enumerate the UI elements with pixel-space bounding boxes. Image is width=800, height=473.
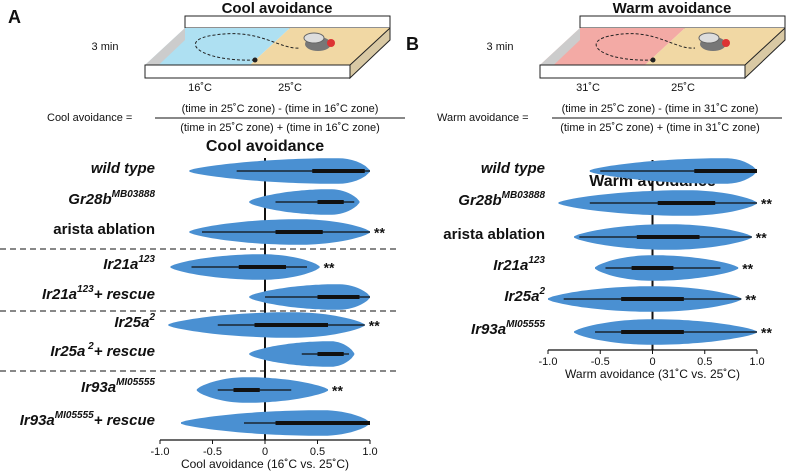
category-label-part: 123 (528, 255, 545, 266)
category-label-part: Ir93a (81, 379, 116, 396)
significance: ** (761, 196, 772, 212)
category-label-part: MI05555 (55, 410, 94, 421)
category-label-part: Ir21a (493, 257, 528, 274)
significance: ** (756, 230, 767, 246)
category-label: Ir21a123 (103, 254, 155, 273)
category-label-part: Ir21a (42, 286, 77, 303)
category-label: arista ablation (443, 226, 545, 243)
x-tick-label: -0.5 (591, 356, 610, 368)
panel-label: B (406, 34, 419, 54)
category-label-part: wild type (481, 160, 545, 177)
x-axis-label: Cool avoidance (16˚C vs. 25˚C) (181, 457, 349, 471)
category-label-part: 123 (138, 254, 155, 265)
significance: ** (369, 318, 380, 334)
category-label: Ir25a2 (114, 312, 155, 331)
formula-denominator: (time in 25˚C zone) + (time in 31˚C zone… (560, 122, 760, 134)
group-separators (0, 248, 400, 372)
zone-label: 31˚C (576, 82, 600, 94)
category-label-part: wild type (91, 160, 155, 177)
category-label-part: Ir93a (471, 321, 506, 338)
category-label-part: 123 (77, 284, 94, 295)
x-axis-label: Warm avoidance (31˚C vs. 25˚C) (565, 367, 740, 381)
duration-label: 3 min (92, 41, 119, 53)
duration-label: 3 min (487, 41, 514, 53)
category-label-part: + rescue (94, 412, 155, 429)
category-label-part: MI05555 (116, 377, 155, 388)
significance: ** (742, 261, 753, 277)
category-label-part: Ir93a (20, 412, 55, 429)
category-label: Ir21a123 (493, 255, 545, 274)
formula-lhs: Cool avoidance = (47, 112, 132, 124)
category-label: Ir93aMI05555+ rescue (20, 410, 155, 429)
significance: ** (761, 325, 772, 341)
category-label: Ir25a2 (504, 286, 545, 305)
category-label: wild type (91, 160, 155, 177)
category-label: Gr28bMB03888 (68, 189, 155, 208)
x-tick-label: 1.0 (749, 356, 764, 368)
significance: ** (324, 260, 335, 276)
x-tick-label: 0 (262, 446, 268, 458)
category-label-part: Ir21a (103, 256, 138, 273)
x-tick-label: 0 (649, 356, 655, 368)
category-label: arista ablation (53, 221, 155, 238)
formula-numerator: (time in 25˚C zone) - (time in 31˚C zone… (562, 103, 759, 115)
x-tick-label: 0.5 (697, 356, 712, 368)
category-label-part: Gr28b (68, 191, 111, 208)
significance: ** (332, 383, 343, 399)
category-label-part: + rescue (94, 286, 155, 303)
panel-label: A (8, 7, 21, 27)
category-label: wild type (481, 160, 545, 177)
x-tick-label: -0.5 (203, 446, 222, 458)
category-label-part: MB03888 (112, 189, 156, 200)
category-label-part: Ir25a (114, 314, 149, 331)
category-label: Ir21a123+ rescue (42, 284, 155, 303)
category-label-part: 2 (148, 312, 155, 323)
formula-lhs: Warm avoidance = (437, 112, 529, 124)
diagram-title: Cool avoidance (222, 0, 333, 17)
category-label-part: MB03888 (502, 190, 546, 201)
zone-label: 25˚C (278, 82, 302, 94)
zone-label: 25˚C (671, 82, 695, 94)
x-tick-label: -1.0 (151, 446, 170, 458)
category-label-part: arista ablation (53, 221, 155, 238)
category-label: Ir93aMI05555 (471, 319, 545, 338)
arena-diagram (539, 15, 786, 80)
category-label: Gr28bMB03888 (458, 190, 545, 209)
category-label-part: arista ablation (443, 226, 545, 243)
category-label-part: Ir25a (50, 343, 85, 360)
significance: ** (745, 292, 756, 308)
arena-diagram (144, 15, 391, 80)
x-tick-label: 0.5 (310, 446, 325, 458)
x-tick-label: -1.0 (539, 356, 558, 368)
diagram-title: Warm avoidance (613, 0, 732, 17)
category-label-part: + rescue (94, 343, 155, 360)
category-label-part: 2 (538, 286, 545, 297)
category-label-part: 2 (85, 341, 94, 352)
category-label: Ir25a 2+ rescue (50, 341, 155, 360)
zone-label: 16˚C (188, 82, 212, 94)
category-label-part: MI05555 (506, 319, 545, 330)
category-label-part: Gr28b (458, 192, 501, 209)
category-label: Ir93aMI05555 (81, 377, 155, 396)
formula-denominator: (time in 25˚C zone) + (time in 16˚C zone… (180, 122, 380, 134)
chart-title: Cool avoidance (206, 138, 324, 155)
category-label-part: Ir25a (504, 288, 539, 305)
significance: ** (374, 225, 385, 241)
x-tick-label: 1.0 (362, 446, 377, 458)
formula-numerator: (time in 25˚C zone) - (time in 16˚C zone… (182, 103, 379, 115)
